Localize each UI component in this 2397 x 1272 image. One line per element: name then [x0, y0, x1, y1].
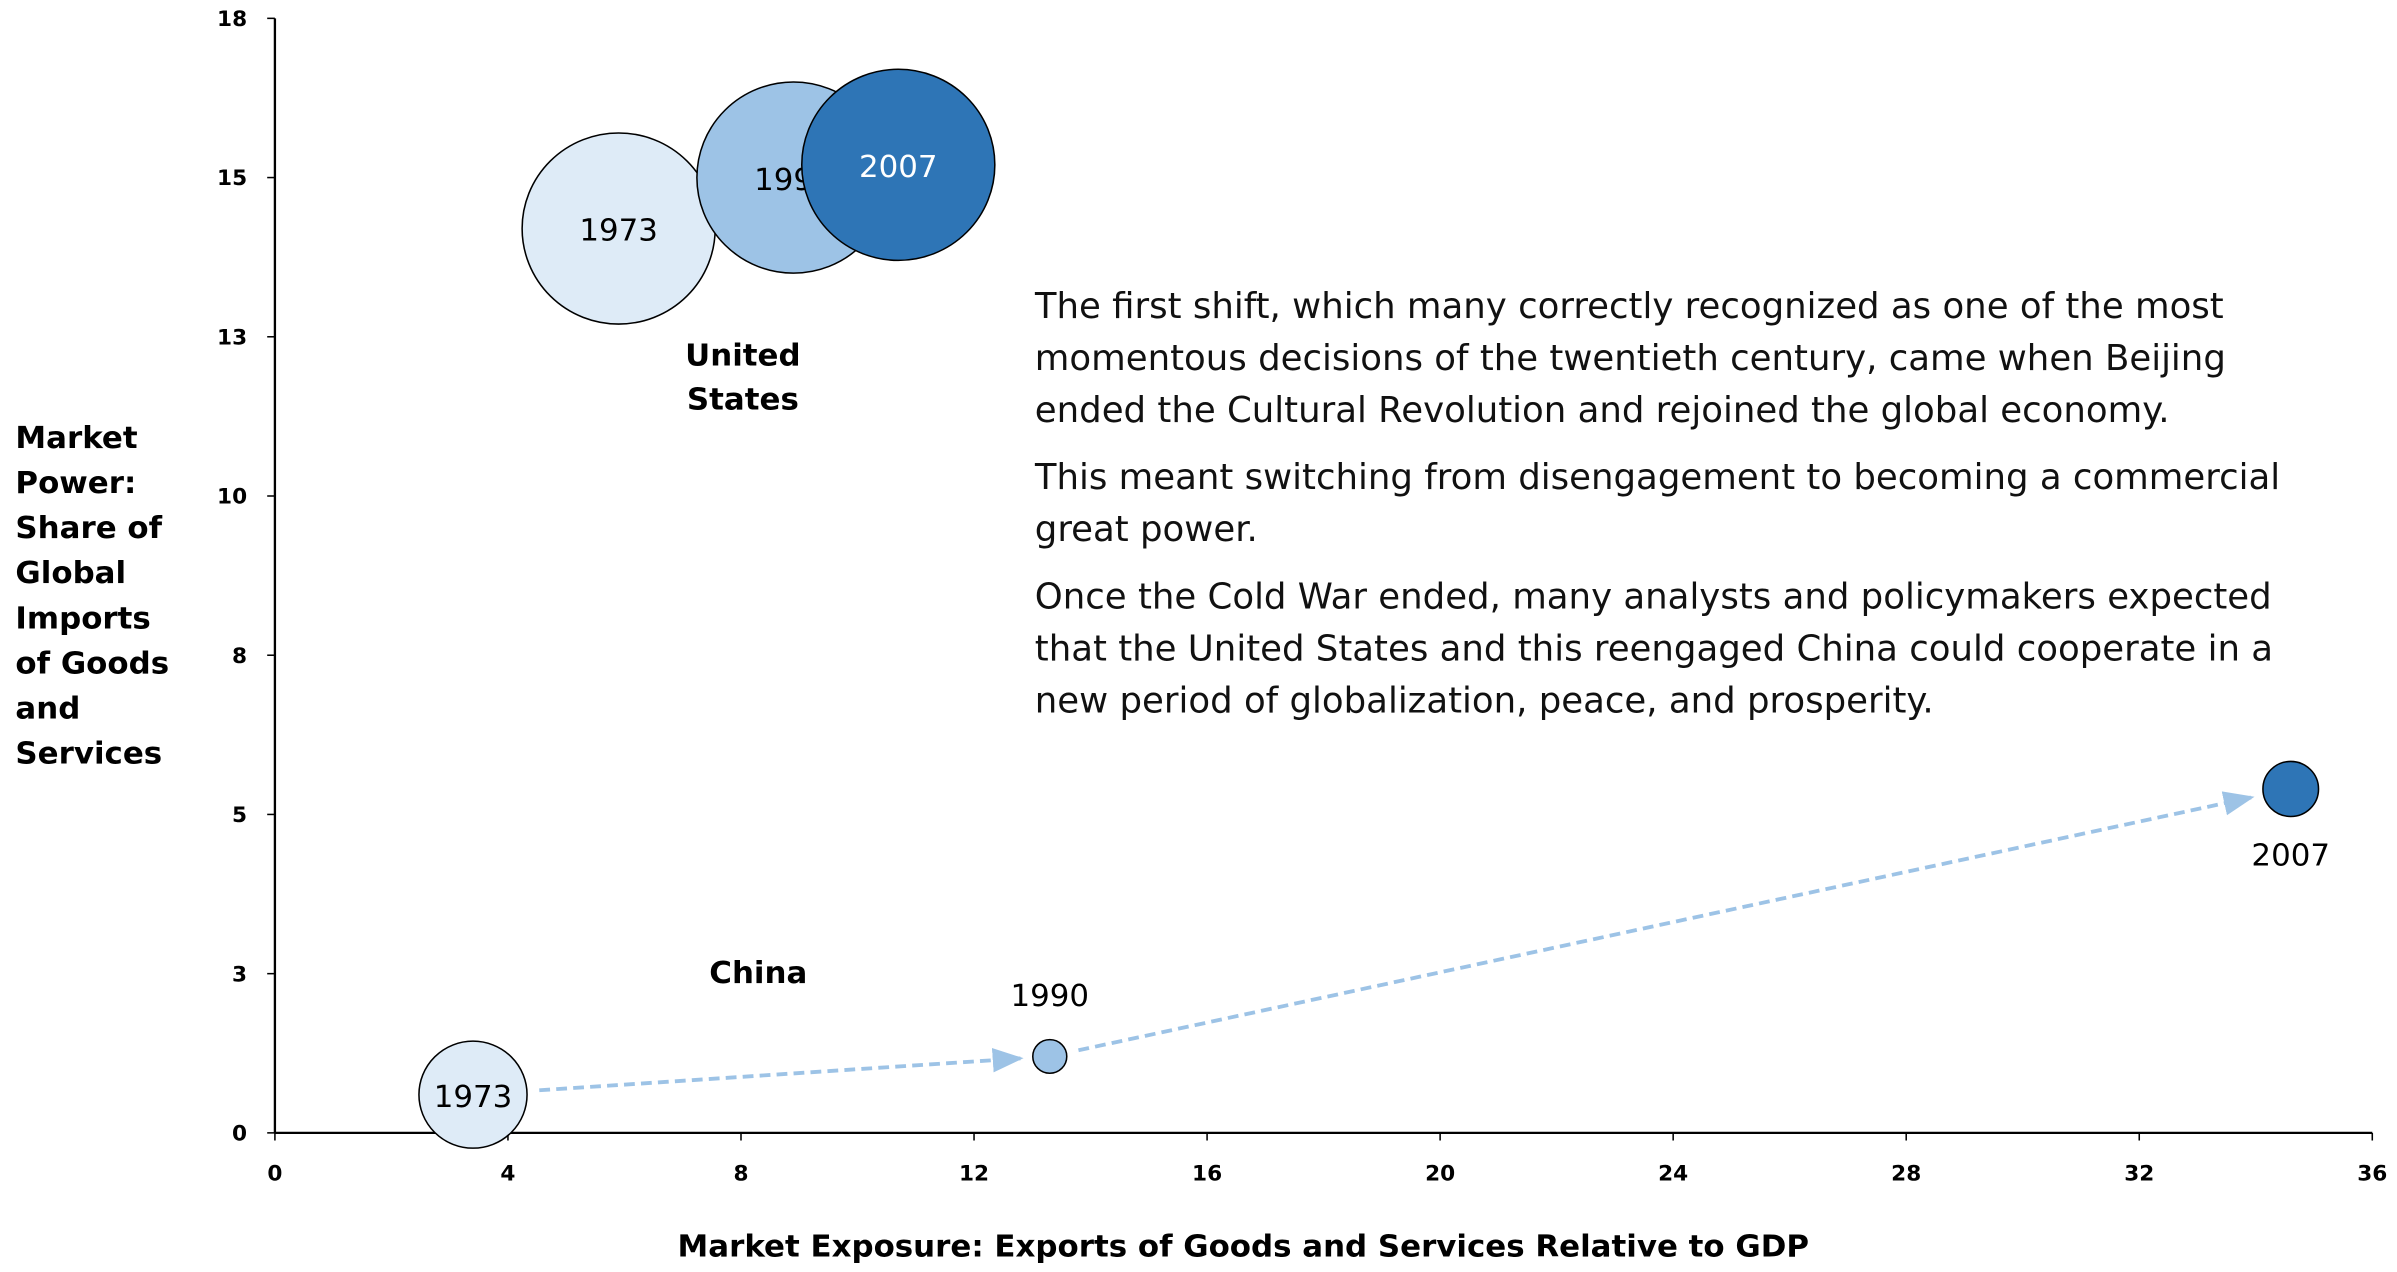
bubble	[2262, 760, 2320, 818]
x-tick-label: 8	[733, 1161, 748, 1186]
x-tick-label: 32	[2124, 1161, 2154, 1186]
x-tick-label: 0	[267, 1161, 282, 1186]
paragraph: This meant switching from disengagement …	[1034, 458, 2281, 551]
bubble-label: 1973	[579, 213, 658, 249]
bubble	[800, 68, 996, 262]
paragraphs: The first shift, which many correctly re…	[1035, 281, 2348, 727]
paragraph: Once the Cold War ended, many analysts a…	[1034, 577, 2274, 722]
x-tick-label: 24	[1658, 1161, 1688, 1186]
bubble	[418, 1040, 528, 1149]
x-axis-title: Market Exposure: Exports of Goods and Se…	[678, 1229, 1809, 1265]
y-tick-label: 15	[217, 166, 247, 191]
y-axis-title: Market Power: Share of Global Imports of Good…	[15, 420, 169, 772]
series-label: United States	[685, 338, 800, 418]
y-tick-label: 10	[217, 485, 247, 510]
series-label: China	[709, 955, 807, 991]
y-tick-label: 0	[232, 1122, 247, 1147]
y-tick-label: 13	[217, 326, 247, 351]
bubble-label: 2007	[2251, 838, 2330, 874]
bubble-label: 1973	[434, 1079, 513, 1115]
x-tick-label: 4	[500, 1161, 515, 1186]
y-tick-label: 8	[232, 644, 247, 669]
trend-arrow	[1078, 791, 2255, 1053]
bubble-label: 1990	[1010, 978, 1089, 1014]
axes: 0 4 8 12 16 20 24 28 32 36 0 3 5 8 10 13 15 18	[217, 7, 2387, 1186]
text-block: The first shift, which many correctly re…	[1035, 281, 2348, 727]
x-tick-label: 20	[1425, 1161, 1455, 1186]
bubble	[1032, 1038, 1068, 1075]
x-tick-label: 12	[959, 1161, 989, 1186]
bubble-label: 2007	[859, 149, 938, 185]
x-tick-label: 36	[2357, 1161, 2387, 1186]
x-tick-label: 16	[1192, 1161, 1222, 1186]
y-tick-label: 5	[232, 803, 247, 828]
paragraph: The first shift, which many correctly re…	[1034, 287, 2226, 432]
y-tick-label: 18	[217, 7, 247, 32]
x-tick-label: 28	[1891, 1161, 1921, 1186]
trend-arrow	[539, 1048, 1024, 1093]
y-tick-label: 3	[232, 962, 247, 987]
